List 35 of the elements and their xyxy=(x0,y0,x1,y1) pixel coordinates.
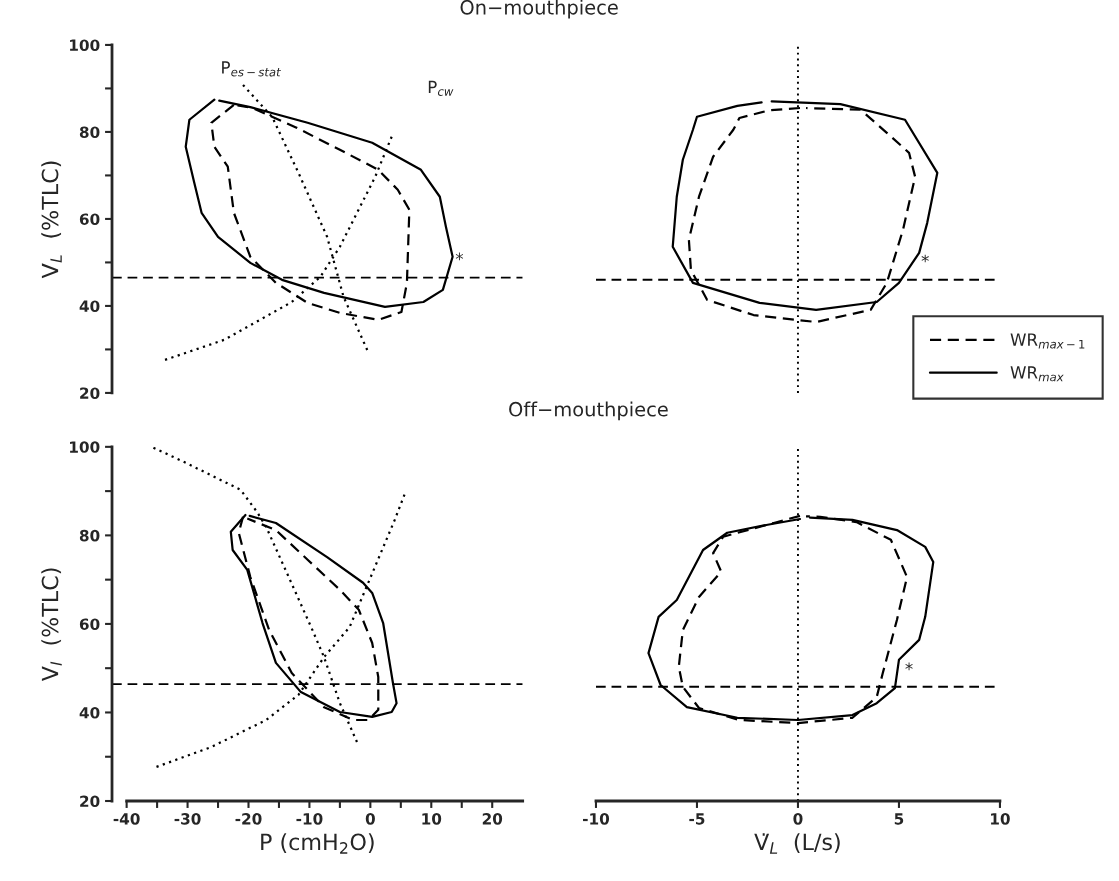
y-tick-label: 80 xyxy=(79,529,100,542)
x-tick-label: -20 xyxy=(235,813,262,825)
y-tick-label: 100 xyxy=(70,441,100,453)
y-tick-label: 60 xyxy=(79,618,100,630)
text: Off−mouthpiece xyxy=(509,401,668,421)
x-tick-label: -5 xyxy=(689,813,705,825)
y-axis-title: V$_{I}$ (%TLC) xyxy=(41,568,62,682)
x-tick-label: 10 xyxy=(991,813,1010,825)
x-tick-label: -40 xyxy=(113,813,140,825)
x-tick-label: -10 xyxy=(296,813,323,825)
x-tick-label: 20 xyxy=(482,813,503,825)
y-tick-label: 60 xyxy=(79,213,100,225)
y-tick-label: 40 xyxy=(79,300,100,312)
chart-title: On−mouthpiece xyxy=(460,0,618,19)
annotation: P$_{es−stat}$ xyxy=(222,61,282,77)
y-tick-label: 20 xyxy=(80,795,100,808)
annotation: P$_{cw}$ xyxy=(428,80,454,96)
annotation: * xyxy=(921,254,929,263)
legend-label: WR$_{max}$ xyxy=(1010,366,1064,382)
legend-label: WR$_{max−1}$ xyxy=(1010,333,1085,349)
y-tick-label: 80 xyxy=(79,126,100,138)
y-tick-label: 100 xyxy=(70,39,100,51)
x-tick-label: -10 xyxy=(583,813,610,825)
x-tick-label: -30 xyxy=(174,813,201,825)
x-tick-label: 0 xyxy=(793,813,803,825)
x-axis-title: V̇$_{L}$ (L/s) xyxy=(754,833,840,854)
y-tick-label: 40 xyxy=(79,706,100,719)
y-axis-title: V$_{L}$ (%TLC) xyxy=(41,161,62,279)
x-tick-label: 0 xyxy=(365,813,375,825)
annotation: * xyxy=(455,252,464,261)
annotation: * xyxy=(905,662,913,671)
x-tick-label: 5 xyxy=(894,813,904,825)
y-tick-label: 20 xyxy=(80,387,100,399)
x-tick-label: 10 xyxy=(422,813,442,825)
x-axis-title: P (cmH$_{2}$O) xyxy=(261,833,374,854)
